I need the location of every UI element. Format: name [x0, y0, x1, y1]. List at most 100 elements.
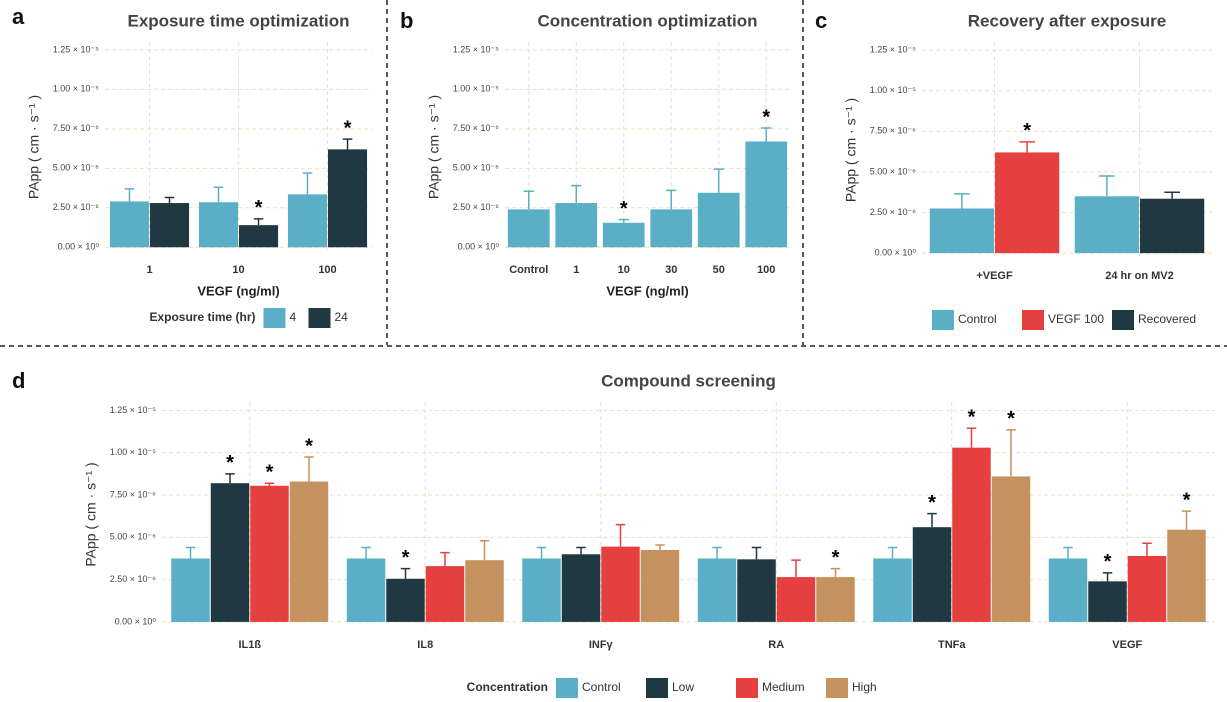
x-tick-label: 100 [318, 264, 336, 276]
error-bar [1181, 510, 1192, 530]
panel-label: c [815, 8, 827, 33]
bar [1074, 196, 1139, 254]
bar [239, 225, 279, 248]
bar [171, 558, 210, 622]
y-axis-label: PApp ( cm · s⁻¹ ) [843, 98, 859, 202]
y-tick-label: 5.00 × 10⁻⁶ [453, 163, 500, 173]
bar [555, 203, 598, 248]
y-tick-label: 2.50 × 10⁻⁶ [870, 207, 917, 217]
error-bar [124, 188, 135, 202]
x-tick-label: TNFa [938, 639, 966, 651]
error-bar [302, 172, 313, 195]
legend-swatch [736, 678, 758, 698]
y-tick-label: 2.50 × 10⁻⁶ [53, 202, 100, 212]
x-tick-label: Control [509, 264, 548, 276]
significance-mark: * [762, 106, 770, 128]
error-bar [213, 186, 224, 203]
x-tick-label: INFγ [589, 639, 614, 651]
significance-mark: * [344, 117, 352, 139]
legend-label: Control [958, 312, 997, 326]
error-bar [536, 546, 547, 559]
significance-mark: * [968, 407, 976, 429]
bar [737, 559, 776, 622]
error-bar [615, 523, 626, 547]
error-bar [571, 184, 582, 204]
legend-swatch [263, 308, 286, 328]
x-tick-label: +VEGF [976, 270, 1013, 282]
error-bar [1006, 429, 1016, 477]
y-axis-label: PApp ( cm · s⁻¹ ) [26, 95, 42, 199]
bar [697, 558, 737, 622]
error-bar [264, 482, 275, 486]
y-tick-label: 1.00 × 10⁻⁵ [870, 85, 917, 95]
legend-swatch [556, 678, 578, 698]
bar [465, 560, 504, 622]
error-bar [225, 473, 235, 484]
y-tick-label: 0.00 × 10⁰ [115, 616, 157, 626]
bar [1088, 581, 1127, 622]
bar [1140, 198, 1205, 254]
chart-title: Exposure time optimization [128, 11, 350, 30]
x-tick-label: IL1ß [238, 639, 261, 651]
x-tick-label: VEGF [1112, 639, 1142, 651]
bar [697, 192, 740, 248]
error-bar [164, 196, 175, 204]
error-bar [830, 567, 841, 578]
error-bar [1164, 191, 1180, 199]
error-bar [666, 189, 677, 210]
legend-label: Medium [762, 680, 805, 694]
bar [912, 527, 952, 622]
significance-mark: * [266, 461, 274, 483]
legend-label: Low [672, 680, 694, 694]
y-tick-label: 1.25 × 10⁻⁵ [110, 405, 157, 415]
plot-area [162, 402, 1215, 627]
error-bar [342, 138, 353, 150]
bar [289, 481, 329, 622]
bar [522, 558, 561, 622]
error-bar [966, 427, 977, 448]
legend-swatch [646, 678, 668, 698]
panel-label: b [400, 8, 413, 33]
significance-mark: * [402, 547, 410, 569]
significance-mark: * [1023, 120, 1031, 142]
y-tick-label: 0.00 × 10⁰ [458, 242, 500, 252]
error-bar [400, 567, 411, 579]
error-bar [253, 218, 264, 226]
bar [745, 141, 788, 248]
x-axis-label: VEGF (ng/ml) [606, 283, 688, 298]
error-bar [185, 546, 196, 559]
error-bar [1019, 141, 1035, 153]
y-tick-label: 5.00 × 10⁻⁶ [110, 532, 157, 542]
legend-label: Control [582, 680, 621, 694]
bar [346, 558, 386, 622]
error-bar [440, 551, 450, 567]
y-tick-label: 2.50 × 10⁻⁶ [453, 202, 500, 212]
error-bar [887, 546, 898, 559]
legend-swatch [932, 310, 954, 330]
y-tick-label: 0.00 × 10⁰ [875, 248, 917, 258]
legend-swatch [308, 308, 331, 328]
significance-mark: * [255, 197, 263, 219]
y-tick-label: 7.50 × 10⁻⁶ [870, 126, 917, 136]
legend-swatch [1022, 310, 1044, 330]
significance-mark: * [1104, 551, 1112, 573]
error-bar [479, 539, 490, 561]
bar [250, 485, 289, 622]
bar [425, 566, 465, 622]
y-tick-label: 1.25 × 10⁻⁵ [53, 44, 100, 54]
x-tick-label: RA [768, 639, 784, 651]
x-tick-label: 30 [665, 264, 677, 276]
bar [650, 209, 693, 248]
error-bar [712, 546, 722, 559]
x-tick-label: 1 [146, 264, 152, 276]
significance-mark: * [305, 435, 313, 457]
y-tick-label: 7.50 × 10⁻⁶ [53, 123, 100, 133]
significance-mark: * [620, 198, 628, 220]
error-bar [761, 127, 772, 142]
bar [198, 202, 238, 248]
x-tick-label: 10 [618, 264, 630, 276]
error-bar [655, 544, 665, 551]
bar [328, 149, 368, 248]
y-axis-label: PApp ( cm · s⁻¹ ) [426, 95, 442, 199]
legend-label: 24 [335, 310, 349, 324]
